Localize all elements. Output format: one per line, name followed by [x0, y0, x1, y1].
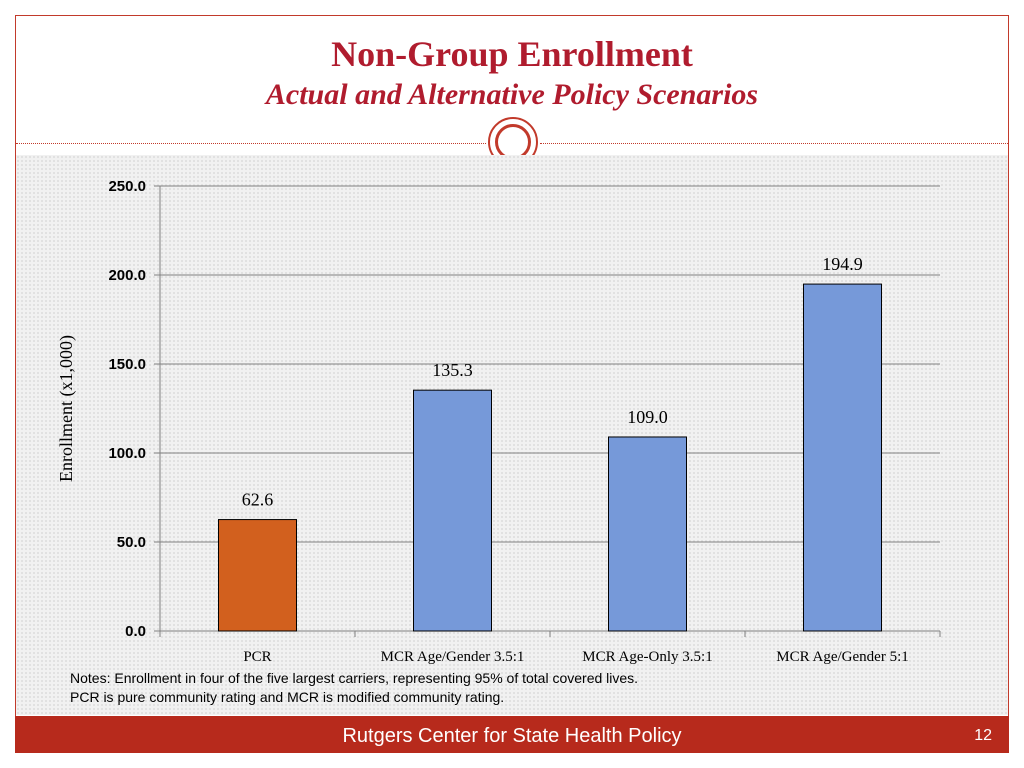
notes: Notes: Enrollment in four of the five la…	[70, 669, 638, 707]
slide-number: 12	[974, 727, 992, 744]
y-tick-label: 200.0	[108, 267, 146, 284]
divider-left	[16, 143, 486, 144]
bar	[413, 389, 492, 632]
x-category-label: MCR Age/Gender 5:1	[776, 649, 909, 665]
bar-value-label: 135.3	[432, 360, 473, 380]
footer-text: Rutgers Center for State Health Policy	[342, 725, 682, 747]
note-line-2: PCR is pure community rating and MCR is …	[70, 689, 505, 705]
divider-right	[540, 143, 1008, 144]
slide-title: Non-Group Enrollment	[331, 34, 693, 74]
bar	[608, 436, 687, 632]
y-axis-title: Enrollment (x1,000)	[56, 335, 77, 482]
y-tick-label: 50.0	[117, 534, 146, 551]
x-category-label: MCR Age/Gender 3.5:1	[381, 649, 525, 665]
bar-value-label: 109.0	[627, 407, 668, 427]
bar-value-label: 194.9	[822, 254, 863, 274]
x-category-label: PCR	[243, 649, 271, 665]
y-tick-label: 250.0	[108, 178, 146, 195]
y-tick-label: 150.0	[108, 356, 146, 373]
bar-value-label: 62.6	[242, 490, 274, 510]
footer-bar	[15, 716, 1009, 753]
note-line-1: Notes: Enrollment in four of the five la…	[70, 670, 639, 686]
x-category-label: MCR Age-Only 3.5:1	[582, 649, 712, 665]
y-tick-label: 100.0	[108, 445, 146, 462]
y-tick-label: 0.0	[125, 623, 146, 640]
bar	[218, 519, 297, 632]
slide-subtitle: Actual and Alternative Policy Scenarios	[265, 78, 759, 111]
bar	[803, 283, 882, 632]
